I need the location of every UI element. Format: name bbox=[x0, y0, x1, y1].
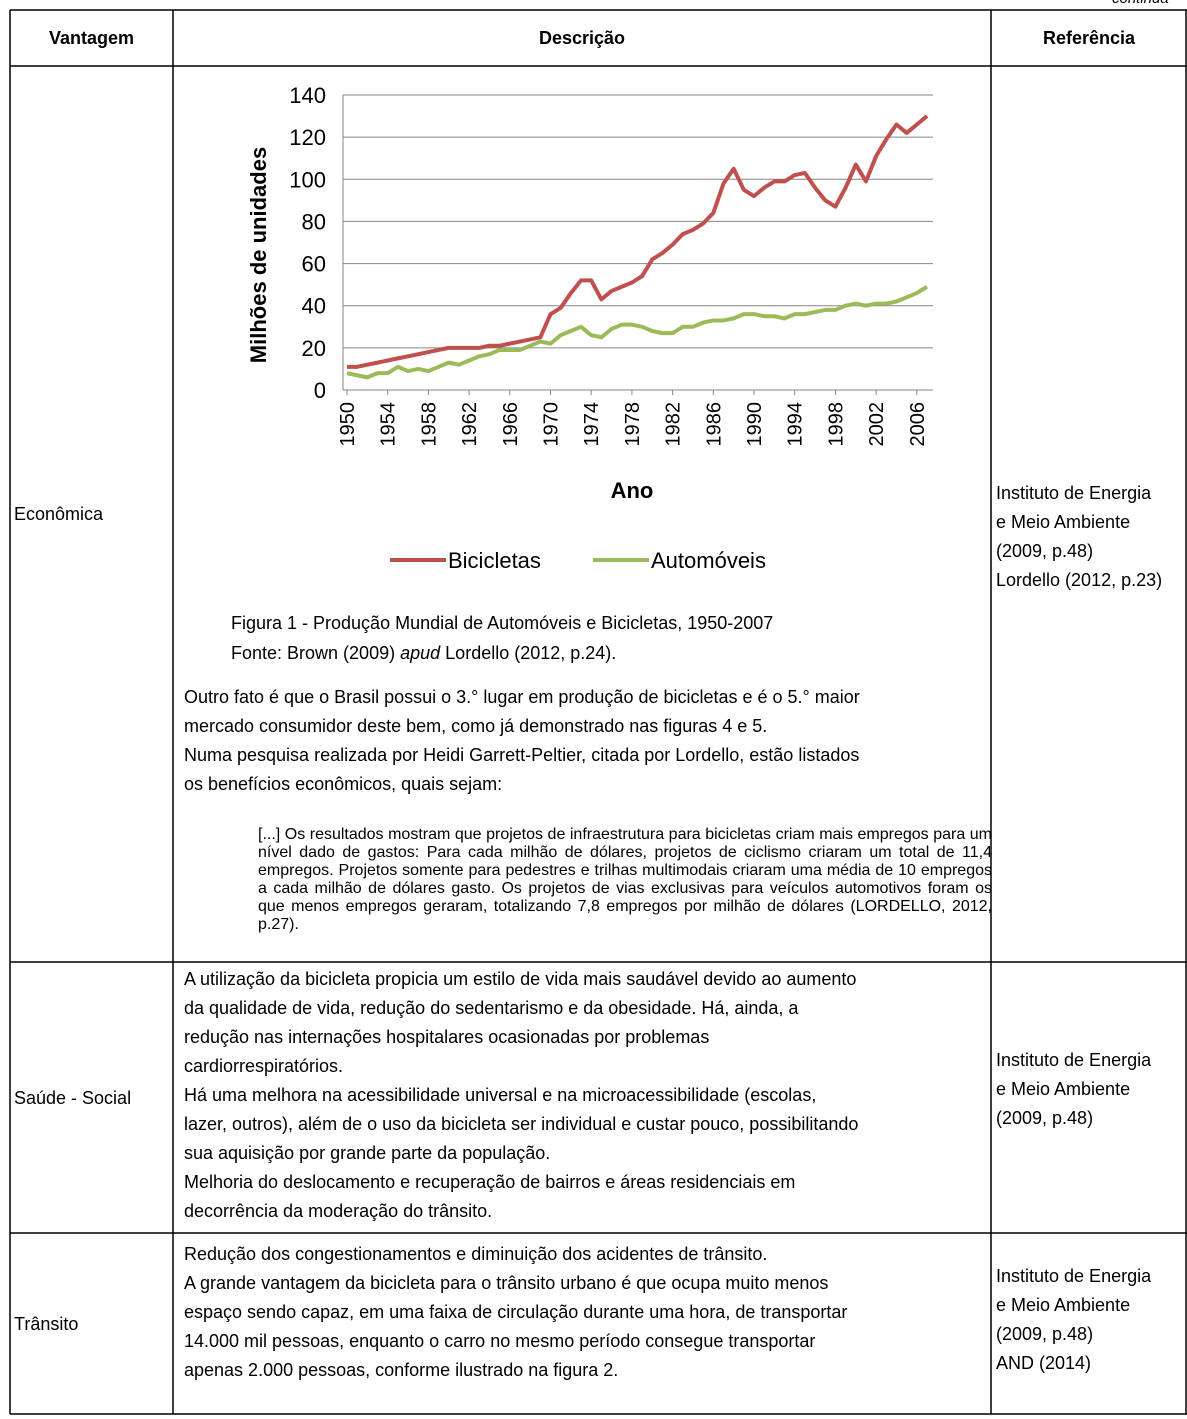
reference-line: Instituto de Energia bbox=[996, 1050, 1152, 1070]
description-line: 14.000 mil pessoas, enquanto o carro no … bbox=[184, 1331, 816, 1351]
legend-label: Bicicletas bbox=[448, 548, 541, 573]
description-line: lazer, outros), além de o uso da bicicle… bbox=[184, 1114, 859, 1134]
source-part: Lordello (2012, p.24). bbox=[445, 643, 617, 663]
header-cell: Descrição bbox=[538, 28, 626, 48]
y-tick-label: 20 bbox=[302, 336, 326, 361]
x-tick-label: 1958 bbox=[418, 402, 440, 447]
reference-line: AND (2014) bbox=[996, 1353, 1092, 1373]
reference-line: (2009, p.48) bbox=[996, 541, 1094, 561]
description-line: espaço sendo capaz, em uma faixa de circ… bbox=[184, 1302, 848, 1322]
y-tick-label: 80 bbox=[302, 209, 326, 234]
reference-line: Lordello (2012, p.23) bbox=[996, 570, 1163, 590]
x-axis-label: Ano bbox=[611, 478, 654, 503]
reference-line: Instituto de Energia bbox=[996, 1266, 1152, 1286]
x-tick-label: 2002 bbox=[866, 402, 888, 447]
description-line: decorrência da moderação do trânsito. bbox=[184, 1201, 493, 1221]
table-borders bbox=[9, 9, 1187, 1415]
x-tick-label: 1994 bbox=[785, 402, 807, 447]
y-axis-label: Milhões de unidades bbox=[246, 147, 271, 363]
block-quote: [...] Os resultados mostram que projetos… bbox=[258, 826, 992, 933]
y-tick-label: 120 bbox=[289, 125, 326, 150]
description-line: os benefícios econômicos, quais sejam: bbox=[184, 774, 503, 794]
header-cell: Vantagem bbox=[48, 28, 135, 48]
y-tick-label: 140 bbox=[289, 83, 326, 108]
figure-source: Fonte: Brown (2009) apud Lordello (2012,… bbox=[231, 639, 616, 668]
legend-label: Automóveis bbox=[651, 548, 766, 573]
row-label: Econômica bbox=[14, 504, 104, 524]
x-tick-label: 1978 bbox=[622, 402, 644, 447]
description-line: cardiorrespiratórios. bbox=[184, 1056, 344, 1076]
row-label: Saúde - Social bbox=[14, 1087, 132, 1108]
y-tick-label: 40 bbox=[302, 294, 326, 319]
y-tick-label: 100 bbox=[289, 167, 326, 192]
y-tick-label: 0 bbox=[314, 378, 326, 403]
description-line: Melhoria do deslocamento e recuperação d… bbox=[184, 1172, 796, 1192]
series-line bbox=[347, 114, 929, 369]
reference-line: (2009, p.48) bbox=[996, 1108, 1094, 1128]
description-line: Numa pesquisa realizada por Heidi Garret… bbox=[184, 745, 860, 765]
x-tick-label: 1982 bbox=[663, 402, 685, 447]
x-tick-label: 2006 bbox=[907, 402, 929, 447]
x-tick-label: 1970 bbox=[541, 402, 563, 447]
series-line bbox=[346, 285, 929, 380]
reference-line: (2009, p.48) bbox=[996, 1324, 1094, 1344]
description-line: redução nas internações hospitalares oca… bbox=[184, 1027, 710, 1047]
description-line: Há uma melhora na acessibilidade univers… bbox=[184, 1085, 817, 1105]
reference-line: e Meio Ambiente bbox=[996, 512, 1131, 532]
source-part: apud bbox=[400, 643, 441, 663]
header-cell: Referência bbox=[1042, 28, 1136, 48]
source-part: Fonte: Brown (2009) bbox=[231, 643, 396, 663]
description-line: sua aquisição por grande parte da popula… bbox=[184, 1143, 551, 1163]
figure-title: Figura 1 - Produção Mundial de Automóvei… bbox=[231, 613, 774, 633]
description-line: apenas 2.000 pessoas, conforme ilustrado… bbox=[184, 1360, 619, 1380]
x-tick-label: 1974 bbox=[581, 402, 603, 447]
description-line: da qualidade de vida, redução do sedenta… bbox=[184, 998, 799, 1018]
x-tick-label: 1986 bbox=[703, 402, 725, 447]
x-tick-label: 1962 bbox=[459, 402, 481, 447]
description-line: Redução dos congestionamentos e diminuiç… bbox=[184, 1244, 768, 1264]
x-tick-label: 1998 bbox=[825, 402, 847, 447]
description-line: A grande vantagem da bicicleta para o tr… bbox=[184, 1273, 829, 1293]
continuation-note: continua bbox=[1112, 0, 1169, 13]
reference-line: e Meio Ambiente bbox=[996, 1295, 1131, 1315]
x-tick-label: 1950 bbox=[337, 402, 359, 447]
reference-line: e Meio Ambiente bbox=[996, 1079, 1131, 1099]
reference-line: Instituto de Energia bbox=[996, 483, 1152, 503]
description-line: mercado consumidor deste bem, como já de… bbox=[184, 716, 768, 736]
description-line: A utilização da bicicleta propicia um es… bbox=[184, 969, 857, 989]
x-tick-label: 1990 bbox=[744, 402, 766, 447]
description-line: Outro fato é que o Brasil possui o 3.° l… bbox=[184, 687, 860, 707]
y-tick-label: 60 bbox=[302, 252, 326, 277]
row-label: Trânsito bbox=[14, 1313, 79, 1334]
x-tick-label: 1954 bbox=[378, 402, 400, 447]
x-tick-label: 1966 bbox=[500, 402, 522, 447]
